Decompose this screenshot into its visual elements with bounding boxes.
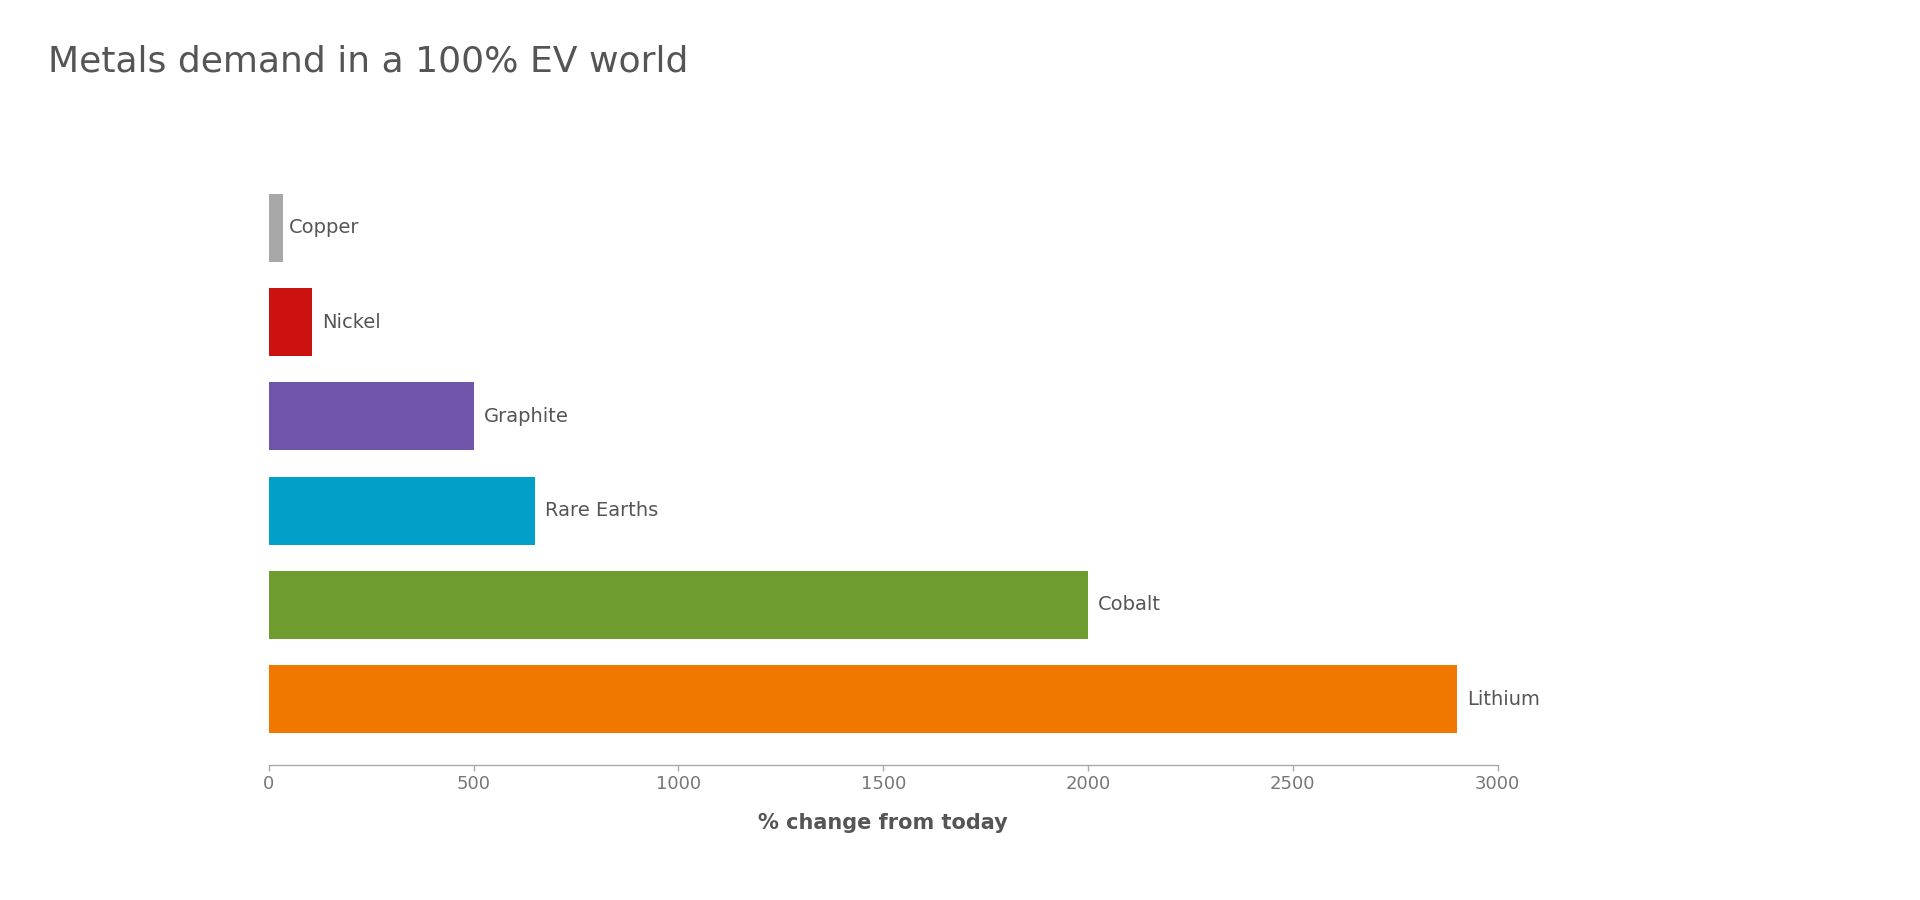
Bar xyxy=(269,194,282,262)
Bar xyxy=(269,477,536,544)
Text: Metals demand in a 100% EV world: Metals demand in a 100% EV world xyxy=(48,45,689,79)
Bar xyxy=(269,571,1089,639)
Text: Rare Earths: Rare Earths xyxy=(545,501,659,520)
Bar xyxy=(269,288,311,356)
Text: Lithium: Lithium xyxy=(1467,689,1540,708)
X-axis label: % change from today: % change from today xyxy=(758,813,1008,833)
Text: Nickel: Nickel xyxy=(323,312,380,332)
Text: Cobalt: Cobalt xyxy=(1098,595,1162,615)
Bar xyxy=(269,382,474,450)
Bar xyxy=(269,665,1457,733)
Text: Graphite: Graphite xyxy=(484,407,568,426)
Text: Copper: Copper xyxy=(290,219,359,238)
